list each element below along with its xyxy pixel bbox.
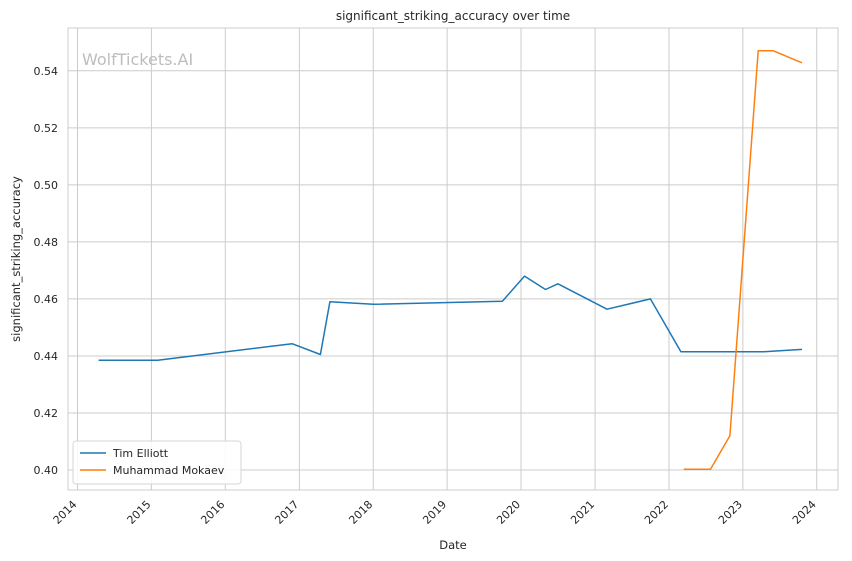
series-line-1	[683, 50, 803, 470]
y-tick-label: 0.50	[34, 179, 59, 192]
y-tick-label: 0.54	[34, 65, 59, 78]
y-tick-label: 0.40	[34, 464, 59, 477]
legend-label-0: Tim Elliott	[112, 447, 169, 460]
legend-label-1: Muhammad Mokaev	[113, 464, 225, 477]
y-tick-label: 0.48	[34, 236, 59, 249]
legend-box	[72, 440, 242, 485]
y-axis-title: significant_striking_accuracy	[9, 176, 23, 342]
y-tick-label: 0.52	[34, 122, 59, 135]
y-tick-labels: 0.40 0.42 0.44 0.46 0.48 0.50 0.52 0.54	[34, 65, 59, 477]
series-layer	[98, 50, 803, 470]
y-tick-label: 0.44	[34, 350, 59, 363]
x-axis-title: Date	[439, 538, 467, 552]
legend: Tim Elliott Muhammad Mokaev	[72, 440, 242, 485]
plot-frame	[67, 27, 839, 491]
y-tick-label: 0.46	[34, 293, 59, 306]
chart-title: significant_striking_accuracy over time	[336, 9, 570, 23]
series-line-0	[98, 275, 803, 361]
y-tick-label: 0.42	[34, 407, 59, 420]
watermark: WolfTickets.AI	[82, 50, 193, 69]
